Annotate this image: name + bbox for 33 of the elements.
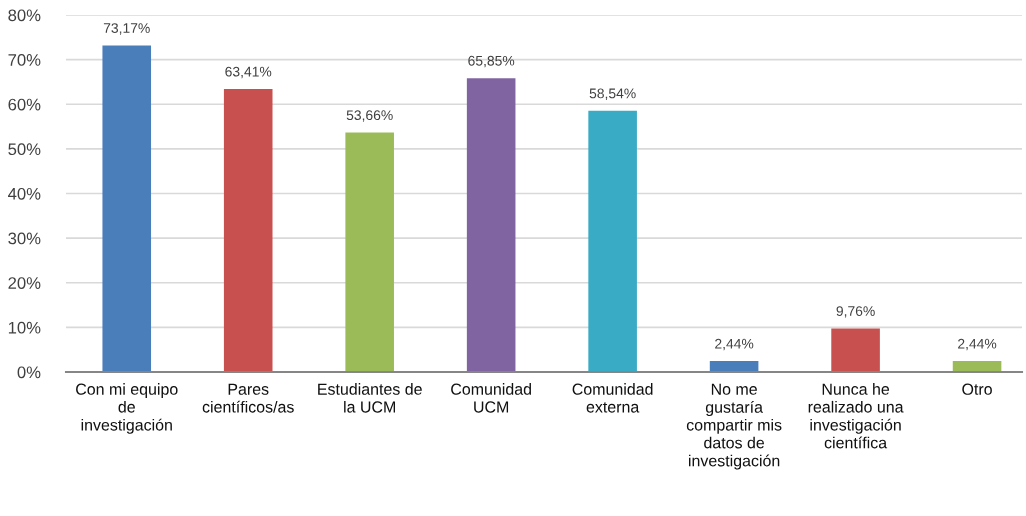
x-tick-label: No me gustaría compartir mis datos de investigación [686,383,782,470]
y-tick-label: 30% [8,232,41,245]
bar [588,110,637,372]
bar [709,361,759,372]
data-label: 65,85% [468,55,515,68]
bar [466,78,516,372]
y-tick-label: 80% [8,9,41,22]
bar [345,132,394,372]
y-tick-label: 50% [8,143,41,156]
y-tick-label: 20% [8,277,41,289]
data-label: 2,44% [715,338,754,351]
x-tick-label: Comunidad UCM [451,383,531,413]
y-tick-label: 60% [8,98,41,111]
x-tick-label: Con mi equipo de investigación [76,383,178,434]
y-tick-label: 40% [8,187,41,200]
x-tick-label: Nunca he realizado una investigación científica [808,383,904,449]
bar [831,328,880,372]
x-tick-label: Pares científicos/as [202,383,294,413]
x-tick-label: Estudiantes de la UCM [318,383,422,413]
bar [102,45,152,372]
bar [223,89,273,372]
x-tick-label: Comunidad externa [572,383,653,413]
data-label: 9,76% [836,306,875,318]
y-tick-label: 0% [17,366,41,379]
x-tick-label: Otro [962,383,992,395]
data-label: 73,17% [103,23,150,35]
data-label: 2,44% [958,338,997,351]
bar [952,361,1002,372]
y-tick-label: 10% [8,321,41,334]
y-tick-label: 70% [8,54,41,66]
data-label: 53,66% [346,110,393,122]
data-label: 63,41% [225,66,272,79]
data-label: 58,54% [589,88,636,100]
